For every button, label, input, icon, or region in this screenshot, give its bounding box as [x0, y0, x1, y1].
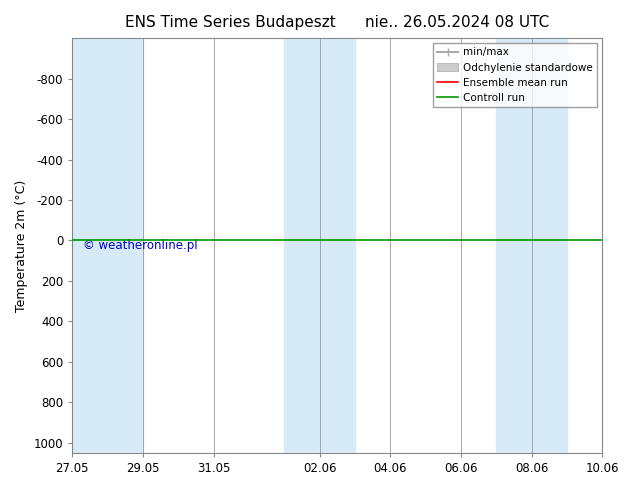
Legend: min/max, Odchylenie standardowe, Ensemble mean run, Controll run: min/max, Odchylenie standardowe, Ensembl…: [433, 43, 597, 107]
Title: ENS Time Series Budapeszt      nie.. 26.05.2024 08 UTC: ENS Time Series Budapeszt nie.. 26.05.20…: [125, 15, 549, 30]
Bar: [496, 38, 567, 453]
Bar: [72, 38, 143, 453]
Y-axis label: Temperature 2m (°C): Temperature 2m (°C): [15, 179, 28, 312]
Text: © weatheronline.pl: © weatheronline.pl: [83, 239, 197, 252]
Bar: [284, 38, 355, 453]
